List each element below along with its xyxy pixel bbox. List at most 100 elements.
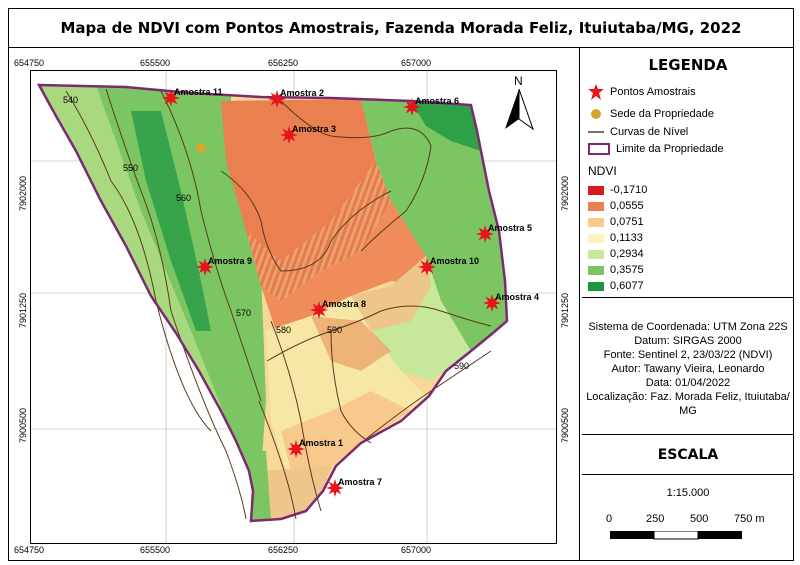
sample-point-label: Amostra 3 bbox=[292, 124, 336, 134]
x-tick-bottom: 655500 bbox=[140, 545, 171, 555]
star-icon bbox=[310, 301, 328, 319]
y-tick-right: 7902000 bbox=[560, 176, 570, 212]
x-tick-bottom: 656250 bbox=[268, 545, 299, 555]
star-icon bbox=[588, 84, 604, 100]
map-panel: 654750 655500 656250 657000 654750 65550… bbox=[8, 48, 580, 561]
y-tick-right: 7900500 bbox=[560, 408, 570, 444]
star-icon bbox=[196, 258, 214, 276]
star-icon bbox=[483, 294, 501, 312]
ndvi-class: 0,0751 bbox=[588, 216, 644, 228]
star-icon bbox=[280, 126, 298, 144]
x-tick-top: 656250 bbox=[268, 58, 299, 68]
ndvi-value: 0,0751 bbox=[610, 216, 644, 228]
x-tick-bottom: 654750 bbox=[14, 545, 45, 555]
scale-ratio: 1:15.000 bbox=[666, 487, 710, 499]
sample-point-label: Amostra 1 bbox=[299, 438, 343, 448]
legend-item-sede: Sede da Propriedade bbox=[588, 106, 714, 122]
scale-label: 250 bbox=[646, 513, 665, 525]
y-tick-left: 7901250 bbox=[18, 293, 28, 329]
legend-box: LEGENDA Pontos Amostrais Sede da Proprie… bbox=[582, 48, 794, 298]
ndvi-swatch bbox=[588, 265, 604, 275]
star-icon bbox=[326, 479, 344, 497]
legend-label: Pontos Amostrais bbox=[610, 86, 696, 98]
sample-point: Amostra 6 bbox=[403, 96, 459, 116]
sample-point: Amostra 7 bbox=[326, 477, 382, 497]
star-icon bbox=[476, 225, 494, 243]
legend-label: Sede da Propriedade bbox=[610, 108, 714, 120]
y-tick-left: 7902000 bbox=[18, 176, 28, 212]
contour-label: 590 bbox=[327, 325, 342, 335]
ndvi-class: 0,1133 bbox=[588, 232, 643, 244]
legend-item-sample: Pontos Amostrais bbox=[588, 84, 696, 100]
ndvi-map: 540 550 560 570 580 590 590 N Amostra 11… bbox=[31, 71, 556, 543]
sample-point: Amostra 10 bbox=[418, 256, 479, 276]
sample-point: Amostra 2 bbox=[268, 88, 324, 108]
x-tick-bottom: 657000 bbox=[401, 545, 432, 555]
star-icon bbox=[403, 98, 421, 116]
sample-point: Amostra 1 bbox=[287, 438, 343, 458]
star-icon bbox=[418, 258, 436, 276]
property-boundary bbox=[36, 83, 509, 523]
info-line: MG bbox=[679, 405, 697, 417]
sample-point-label: Amostra 7 bbox=[338, 477, 382, 487]
scale-bar bbox=[610, 531, 742, 540]
contour-label: 540 bbox=[63, 95, 78, 105]
ndvi-value: -0,1710 bbox=[610, 184, 648, 196]
contour-label: 550 bbox=[123, 163, 138, 173]
map-title: Mapa de NDVI com Pontos Amostrais, Fazen… bbox=[8, 8, 794, 48]
sample-point-label: Amostra 5 bbox=[488, 223, 532, 233]
legend-label: Limite da Propriedade bbox=[616, 143, 724, 155]
star-icon bbox=[162, 89, 180, 107]
legend-label: Curvas de Nível bbox=[610, 126, 689, 138]
info-line: Autor: Tawany Vieira, Leonardo bbox=[611, 363, 765, 375]
ndvi-class: 0,2934 bbox=[588, 248, 644, 260]
ndvi-swatch bbox=[588, 233, 604, 243]
scale-label: 0 bbox=[606, 513, 613, 525]
info-box: Sistema de Coordenada: UTM Zona 22S Datu… bbox=[582, 298, 794, 435]
legend-item-boundary: Limite da Propriedade bbox=[588, 142, 724, 156]
north-label: N bbox=[514, 74, 523, 88]
ndvi-class: 0,3575 bbox=[588, 264, 644, 276]
scale-title-box: ESCALA bbox=[582, 435, 794, 475]
contour-label: 570 bbox=[236, 308, 251, 318]
ndvi-swatch bbox=[588, 185, 604, 195]
ndvi-value: 0,6077 bbox=[610, 280, 644, 292]
right-panel: LEGENDA Pontos Amostrais Sede da Proprie… bbox=[582, 48, 794, 561]
contour-label: 560 bbox=[176, 193, 191, 203]
info-line: Data: 01/04/2022 bbox=[645, 377, 731, 389]
info-line: Localização: Faz. Morada Feliz, Ituiutab… bbox=[586, 391, 790, 403]
scale-box: 1:15.000 0 250 500 750 m bbox=[582, 475, 794, 561]
info-line: Fonte: Sentinel 2, 23/03/22 (NDVI) bbox=[603, 349, 773, 361]
ndvi-class: 0,0555 bbox=[588, 200, 644, 212]
sample-point-label: Amostra 11 bbox=[174, 87, 223, 97]
ndvi-value: 0,2934 bbox=[610, 248, 644, 260]
line-icon bbox=[588, 131, 604, 133]
sede-marker bbox=[196, 143, 206, 153]
sample-point: Amostra 5 bbox=[476, 223, 532, 243]
ndvi-value: 0,1133 bbox=[610, 232, 643, 244]
scale-label: 500 bbox=[690, 513, 709, 525]
info-line: Sistema de Coordenada: UTM Zona 22S bbox=[588, 321, 788, 333]
ndvi-class: -0,1710 bbox=[588, 184, 647, 196]
ndvi-title: NDVI bbox=[588, 164, 617, 178]
contour-label: 580 bbox=[276, 325, 291, 335]
sample-point-label: Amostra 6 bbox=[415, 96, 459, 106]
legend-title: LEGENDA bbox=[648, 56, 728, 74]
sample-point: Amostra 8 bbox=[310, 299, 366, 319]
ndvi-swatch bbox=[588, 249, 604, 259]
sample-point-label: Amostra 4 bbox=[495, 292, 539, 302]
ndvi-value: 0,0555 bbox=[610, 200, 644, 212]
rectangle-icon bbox=[588, 143, 610, 155]
north-arrow-icon: N bbox=[505, 74, 534, 131]
sample-point: Amostra 11 bbox=[162, 87, 223, 107]
contour-label: 590 bbox=[454, 361, 469, 371]
map-area: 540 550 560 570 580 590 590 N Amostra 11… bbox=[30, 70, 557, 544]
sample-point-label: Amostra 8 bbox=[322, 299, 366, 309]
sample-points: Amostra 11 Amostra 2 Amostra 3 Amostra 6 Amo… bbox=[162, 87, 539, 497]
map-frame bbox=[8, 8, 794, 561]
y-tick-left: 7900500 bbox=[18, 408, 28, 444]
x-tick-top: 654750 bbox=[14, 58, 45, 68]
sample-point-label: Amostra 2 bbox=[280, 88, 324, 98]
legend-item-contour: Curvas de Nível bbox=[588, 124, 688, 140]
info-line: Datum: SIRGAS 2000 bbox=[634, 335, 742, 347]
